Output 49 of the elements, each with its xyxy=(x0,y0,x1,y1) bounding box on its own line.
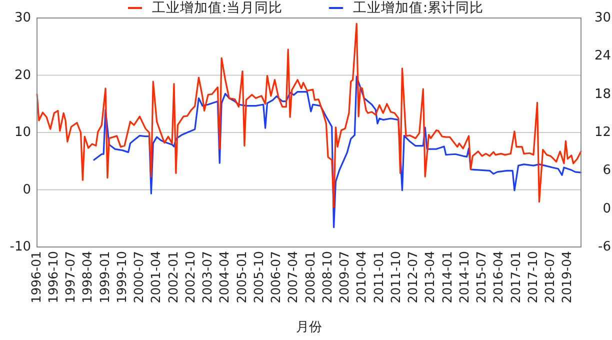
x-tick-label: 2017-01 xyxy=(508,251,523,304)
x-tick-label: 2015-07 xyxy=(473,251,488,304)
y-tick-label: 20 xyxy=(14,68,31,83)
line-series xyxy=(36,22,582,208)
x-tick-label: 2005-10 xyxy=(250,250,266,304)
x-tick-label: 2001-04 xyxy=(148,250,164,304)
y2-tick-label: 6 xyxy=(602,163,611,178)
y-tick-label: 10 xyxy=(14,125,31,140)
x-tick-label: 2014-10 xyxy=(456,250,472,304)
x-tick-label: 2012-07 xyxy=(405,251,420,304)
x-tick-label: 2008-01 xyxy=(302,251,318,304)
x-tick-label: 1996-01 xyxy=(28,251,44,304)
line-series xyxy=(93,76,582,228)
x-tick-label: 2009-07 xyxy=(336,251,352,304)
x-tick-label: 1999-01 xyxy=(96,251,112,304)
x-tick-label: 2000-07 xyxy=(131,251,146,304)
x-tick-label: 1999-10 xyxy=(114,250,129,304)
legend-label: 工业增加值:累计同比 xyxy=(353,0,484,16)
x-tick-label: 1997-07 xyxy=(62,251,78,304)
y2-tick-label: 30 xyxy=(594,10,611,26)
x-tick-label: 2002-10 xyxy=(182,250,198,304)
x-tick-label: 2010-04 xyxy=(354,250,369,304)
x-tick-label: 2013-04 xyxy=(422,250,438,304)
x-tick-label: 2017-10 xyxy=(524,250,540,304)
x-tick-label: 2008-10 xyxy=(319,250,334,304)
y2-tick-label: 18 xyxy=(594,86,611,102)
x-tick-label: 2014-01 xyxy=(439,251,454,304)
y2-tick-label: 12 xyxy=(594,125,611,140)
y2-tick-label: 0 xyxy=(602,201,611,216)
x-tick-label: 1996-10 xyxy=(46,250,61,304)
x-tick-label: 2004-04 xyxy=(216,250,232,304)
y-tick-label: -10 xyxy=(10,240,31,255)
legend-label: 工业增加值:当月同比 xyxy=(152,0,283,16)
y-tick-label: 30 xyxy=(14,10,31,26)
x-tick-label: 2005-01 xyxy=(234,251,249,304)
x-tick-label: 2007-04 xyxy=(285,250,300,304)
x-tick-label: 2006-07 xyxy=(268,251,284,304)
x-tick-label: 2002-01 xyxy=(165,251,180,304)
x-axis-title: 月份 xyxy=(296,320,322,335)
y-tick-label: 0 xyxy=(22,182,31,198)
x-tick-label: 2003-07 xyxy=(200,251,215,304)
y2-tick-label: -6 xyxy=(598,240,611,255)
x-tick-label: 2011-01 xyxy=(370,251,386,304)
x-tick-label: 2011-10 xyxy=(388,250,403,304)
y2-tick-label: 24 xyxy=(594,48,611,64)
x-tick-label: 2018-07 xyxy=(542,251,557,304)
x-tick-label: 1998-04 xyxy=(80,250,95,304)
x-tick-label: 2016-04 xyxy=(490,250,506,304)
x-tick-label: 2019-04 xyxy=(559,250,574,304)
